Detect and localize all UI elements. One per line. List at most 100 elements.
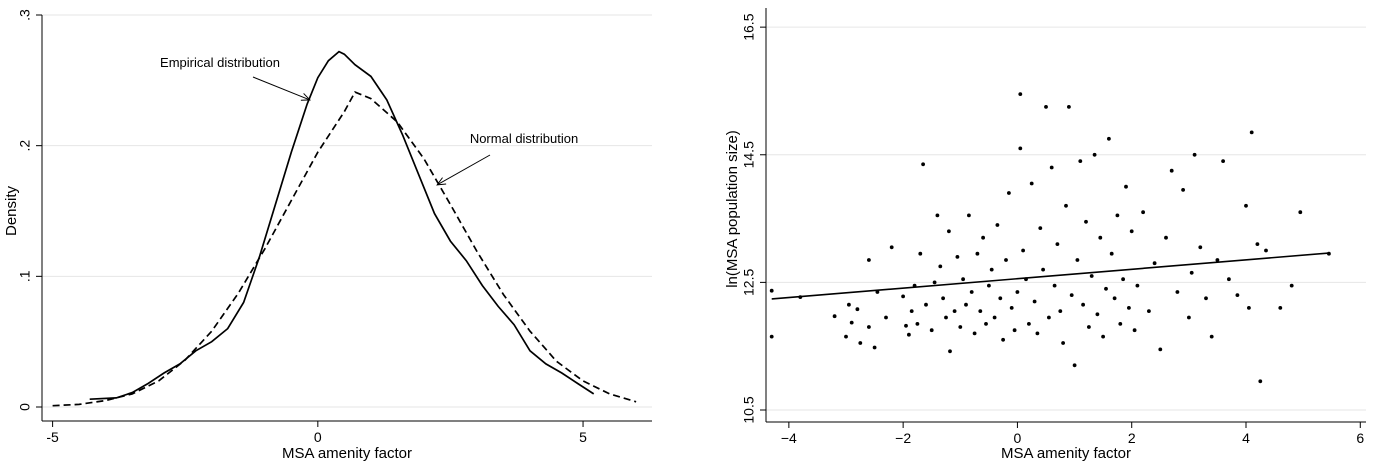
data-point (1072, 363, 1077, 368)
y-tick-label: .1 (17, 270, 33, 282)
data-point (849, 320, 854, 325)
data-point (1081, 302, 1085, 307)
y-tick-label: 12.5 (741, 269, 757, 296)
y-tick-label: 14.5 (741, 141, 757, 168)
x-tick-label: −4 (781, 430, 797, 446)
x-tick-label: 2 (1128, 430, 1136, 446)
data-point (975, 251, 980, 256)
data-point (967, 213, 971, 218)
data-point (958, 325, 963, 329)
data-point (904, 323, 908, 328)
data-point (1135, 283, 1140, 288)
data-point (769, 288, 774, 293)
data-point (1169, 168, 1174, 173)
data-point (1067, 105, 1071, 109)
annotation-arrow (436, 154, 491, 186)
data-point (915, 322, 920, 326)
y-axis-label: ln(MSA population size) (724, 130, 741, 288)
data-point (1004, 258, 1008, 262)
scatter-panel: 10.5 12.5 14.5 16.5 −4 −2 0 2 4 6 MSA amenity fact… (724, 8, 1366, 462)
annotation-arrowhead (436, 177, 447, 186)
data-point (1209, 334, 1214, 339)
data-point (1121, 277, 1125, 282)
data-point (1078, 159, 1083, 164)
data-point (1215, 258, 1220, 262)
y-tick-label: 16.5 (741, 13, 757, 40)
data-point (1298, 210, 1303, 215)
data-point (981, 235, 985, 240)
x-tick-label: 5 (579, 429, 587, 445)
data-point (1012, 328, 1017, 333)
x-axis-label: MSA amenity factor (1001, 445, 1131, 462)
data-point (907, 332, 911, 337)
data-point (1289, 283, 1294, 288)
data-point (932, 280, 937, 285)
data-point (921, 162, 925, 167)
data-point (1055, 242, 1060, 247)
data-point (1204, 296, 1208, 301)
y-tick-label: .3 (17, 9, 33, 21)
data-point (1115, 213, 1120, 218)
y-tick-label: 0 (17, 403, 33, 411)
data-point (1109, 251, 1114, 256)
data-point (1187, 315, 1191, 320)
data-point (1247, 306, 1251, 310)
data-point (1015, 290, 1020, 294)
data-point (1029, 181, 1034, 186)
data-point (832, 314, 837, 319)
data-point (1147, 309, 1151, 313)
data-point (1278, 306, 1283, 310)
data-point (1027, 322, 1031, 326)
data-point (1112, 296, 1117, 301)
normal-distribution-line (52, 91, 637, 407)
data-point (1255, 242, 1260, 247)
data-point (984, 322, 988, 326)
data-point (1098, 235, 1103, 240)
data-point (847, 302, 851, 307)
data-point (1118, 322, 1123, 326)
data-point (1035, 331, 1040, 336)
data-point (955, 255, 960, 259)
y-axis-label: Density (3, 185, 20, 236)
x-tick-label: −2 (895, 430, 911, 446)
data-point (1249, 130, 1254, 135)
data-point (1089, 274, 1094, 278)
data-point (1018, 146, 1023, 151)
data-point (901, 294, 905, 299)
normal-distribution-annotation: Normal distribution (470, 131, 578, 146)
x-axis-label: MSA amenity factor (282, 445, 412, 462)
data-point (1052, 283, 1057, 288)
data-point (1181, 188, 1185, 192)
data-point (989, 267, 994, 272)
data-point (952, 309, 957, 313)
x-tick-label: 6 (1356, 430, 1364, 446)
data-point (1018, 92, 1023, 96)
data-point (1075, 258, 1080, 262)
data-point (1264, 248, 1268, 253)
x-tick-label: 0 (314, 429, 322, 445)
data-point (1049, 165, 1054, 170)
data-point (1129, 229, 1134, 234)
data-point (1164, 235, 1168, 240)
data-point (978, 309, 983, 313)
data-point (1007, 191, 1011, 195)
data-point (1141, 210, 1145, 215)
data-point (1227, 277, 1231, 282)
data-point (769, 334, 774, 339)
annotation-arrow (252, 76, 311, 101)
data-point (992, 315, 997, 320)
data-point (964, 302, 968, 307)
data-point (1092, 152, 1097, 157)
y-tick-label: 10.5 (741, 396, 757, 423)
data-point (998, 296, 1003, 301)
data-point (1064, 203, 1068, 208)
data-point (1192, 152, 1197, 157)
data-point (909, 309, 914, 313)
annotation-arrowhead (300, 93, 312, 101)
data-point (844, 334, 848, 339)
data-point (1152, 261, 1157, 266)
data-point (1198, 245, 1203, 250)
data-point (1124, 184, 1128, 189)
data-point (941, 296, 945, 301)
